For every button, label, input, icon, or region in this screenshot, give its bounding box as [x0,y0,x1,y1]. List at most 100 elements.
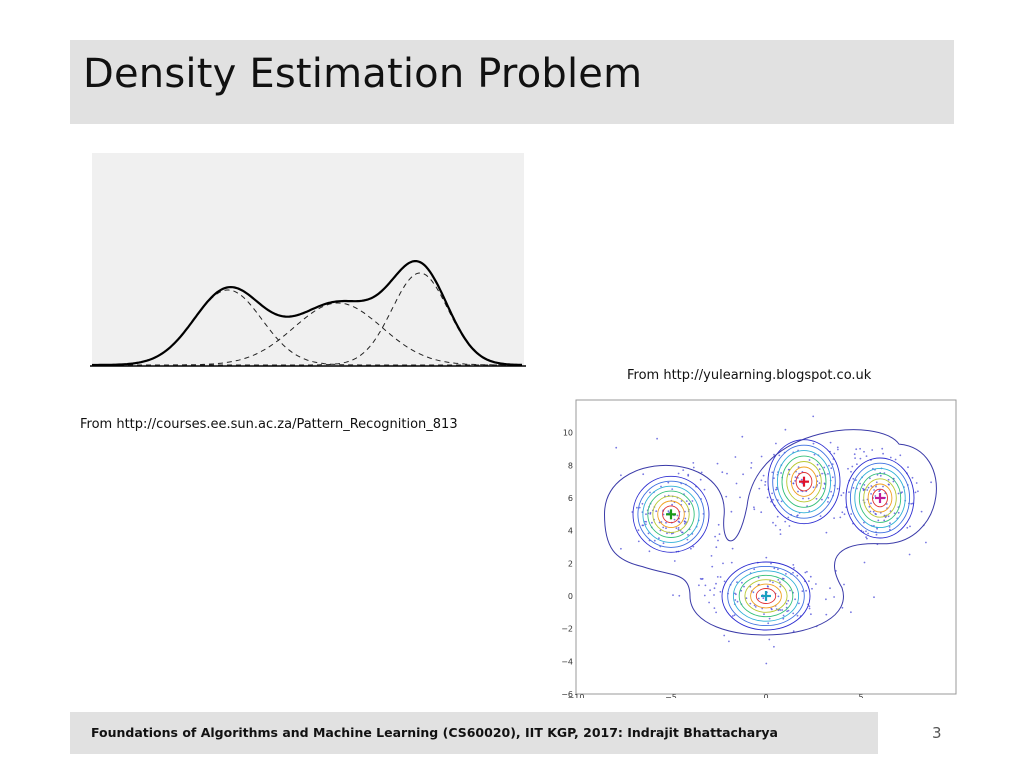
data-point [782,617,785,620]
data-point [796,515,798,517]
data-point [765,662,768,665]
figure-background [92,153,524,365]
data-point [767,585,769,588]
data-point [823,482,826,485]
data-point [777,568,779,571]
data-point [715,546,718,549]
data-point [772,521,774,524]
data-point [813,453,816,456]
data-point [815,583,817,585]
figure2-caption: From http://yulearning.blogspot.co.uk [627,368,872,383]
data-point [731,547,734,550]
data-point [823,466,826,469]
data-point [690,547,692,550]
data-point [659,529,662,532]
data-point [833,452,836,455]
data-point [658,537,660,540]
data-point [745,597,748,600]
data-point [775,488,777,491]
data-point [837,448,839,451]
data-point [794,476,797,479]
data-point [725,495,728,498]
data-point [794,598,796,601]
contour-ring [637,480,705,548]
data-point [878,490,881,493]
contour-ring [657,500,685,529]
data-point [798,602,800,605]
data-point [792,571,794,574]
data-point [881,447,884,450]
footer-text: Foundations of Algorithms and Machine Le… [91,725,778,740]
data-point [775,486,778,489]
x-tick-label: −10 [568,693,585,698]
data-point [676,514,679,517]
data-point [802,497,804,500]
outer-contour [603,429,937,636]
data-point [806,570,808,573]
data-point [839,516,842,519]
data-point [792,612,795,615]
data-point [914,491,917,494]
data-point [892,480,895,483]
contour-ring [854,467,906,529]
data-point [875,485,877,488]
data-point [740,589,743,592]
data-point [908,553,911,556]
data-point [779,581,781,584]
data-point [866,537,868,540]
data-point [760,479,763,482]
data-point [882,452,884,455]
data-point [909,525,911,528]
data-point [848,491,850,493]
data-point [865,530,867,533]
data-point [713,594,715,596]
data-point [764,484,766,486]
data-point [700,578,703,580]
data-point [717,539,719,542]
data-point [656,437,658,440]
data-point [637,540,640,543]
data-point [906,526,909,529]
data-point [730,510,733,513]
page-number: 3 [932,724,942,742]
data-point [920,510,923,513]
data-point [899,454,902,457]
data-point [736,600,739,603]
data-point [757,597,760,600]
contour-ring [772,444,836,519]
data-point [766,496,769,499]
data-point [665,521,667,524]
data-point [816,463,819,466]
data-point [847,467,849,470]
data-point [683,520,686,523]
contour-ring [647,490,695,538]
data-point [830,490,832,493]
data-point [649,511,652,514]
data-point [785,606,788,609]
data-point [716,462,719,465]
data-point [680,500,683,502]
data-point [785,602,788,605]
data-point [836,487,839,490]
data-point [808,510,811,513]
data-point [677,528,680,531]
data-point [842,492,845,494]
data-point [855,479,857,481]
data-point [651,521,653,524]
data-point [773,453,775,456]
data-point [841,606,844,609]
data-point [770,562,772,565]
data-point [731,615,734,617]
data-point [865,536,867,538]
data-point [754,606,757,608]
data-point [750,467,752,469]
data-point [667,481,670,484]
data-point [797,466,800,468]
data-point [773,645,775,648]
contour-ring [872,488,888,508]
y-tick-label: 10 [563,429,573,438]
data-point [736,581,738,584]
data-point [780,472,782,474]
data-point [809,575,812,578]
contour-ring [732,570,800,622]
